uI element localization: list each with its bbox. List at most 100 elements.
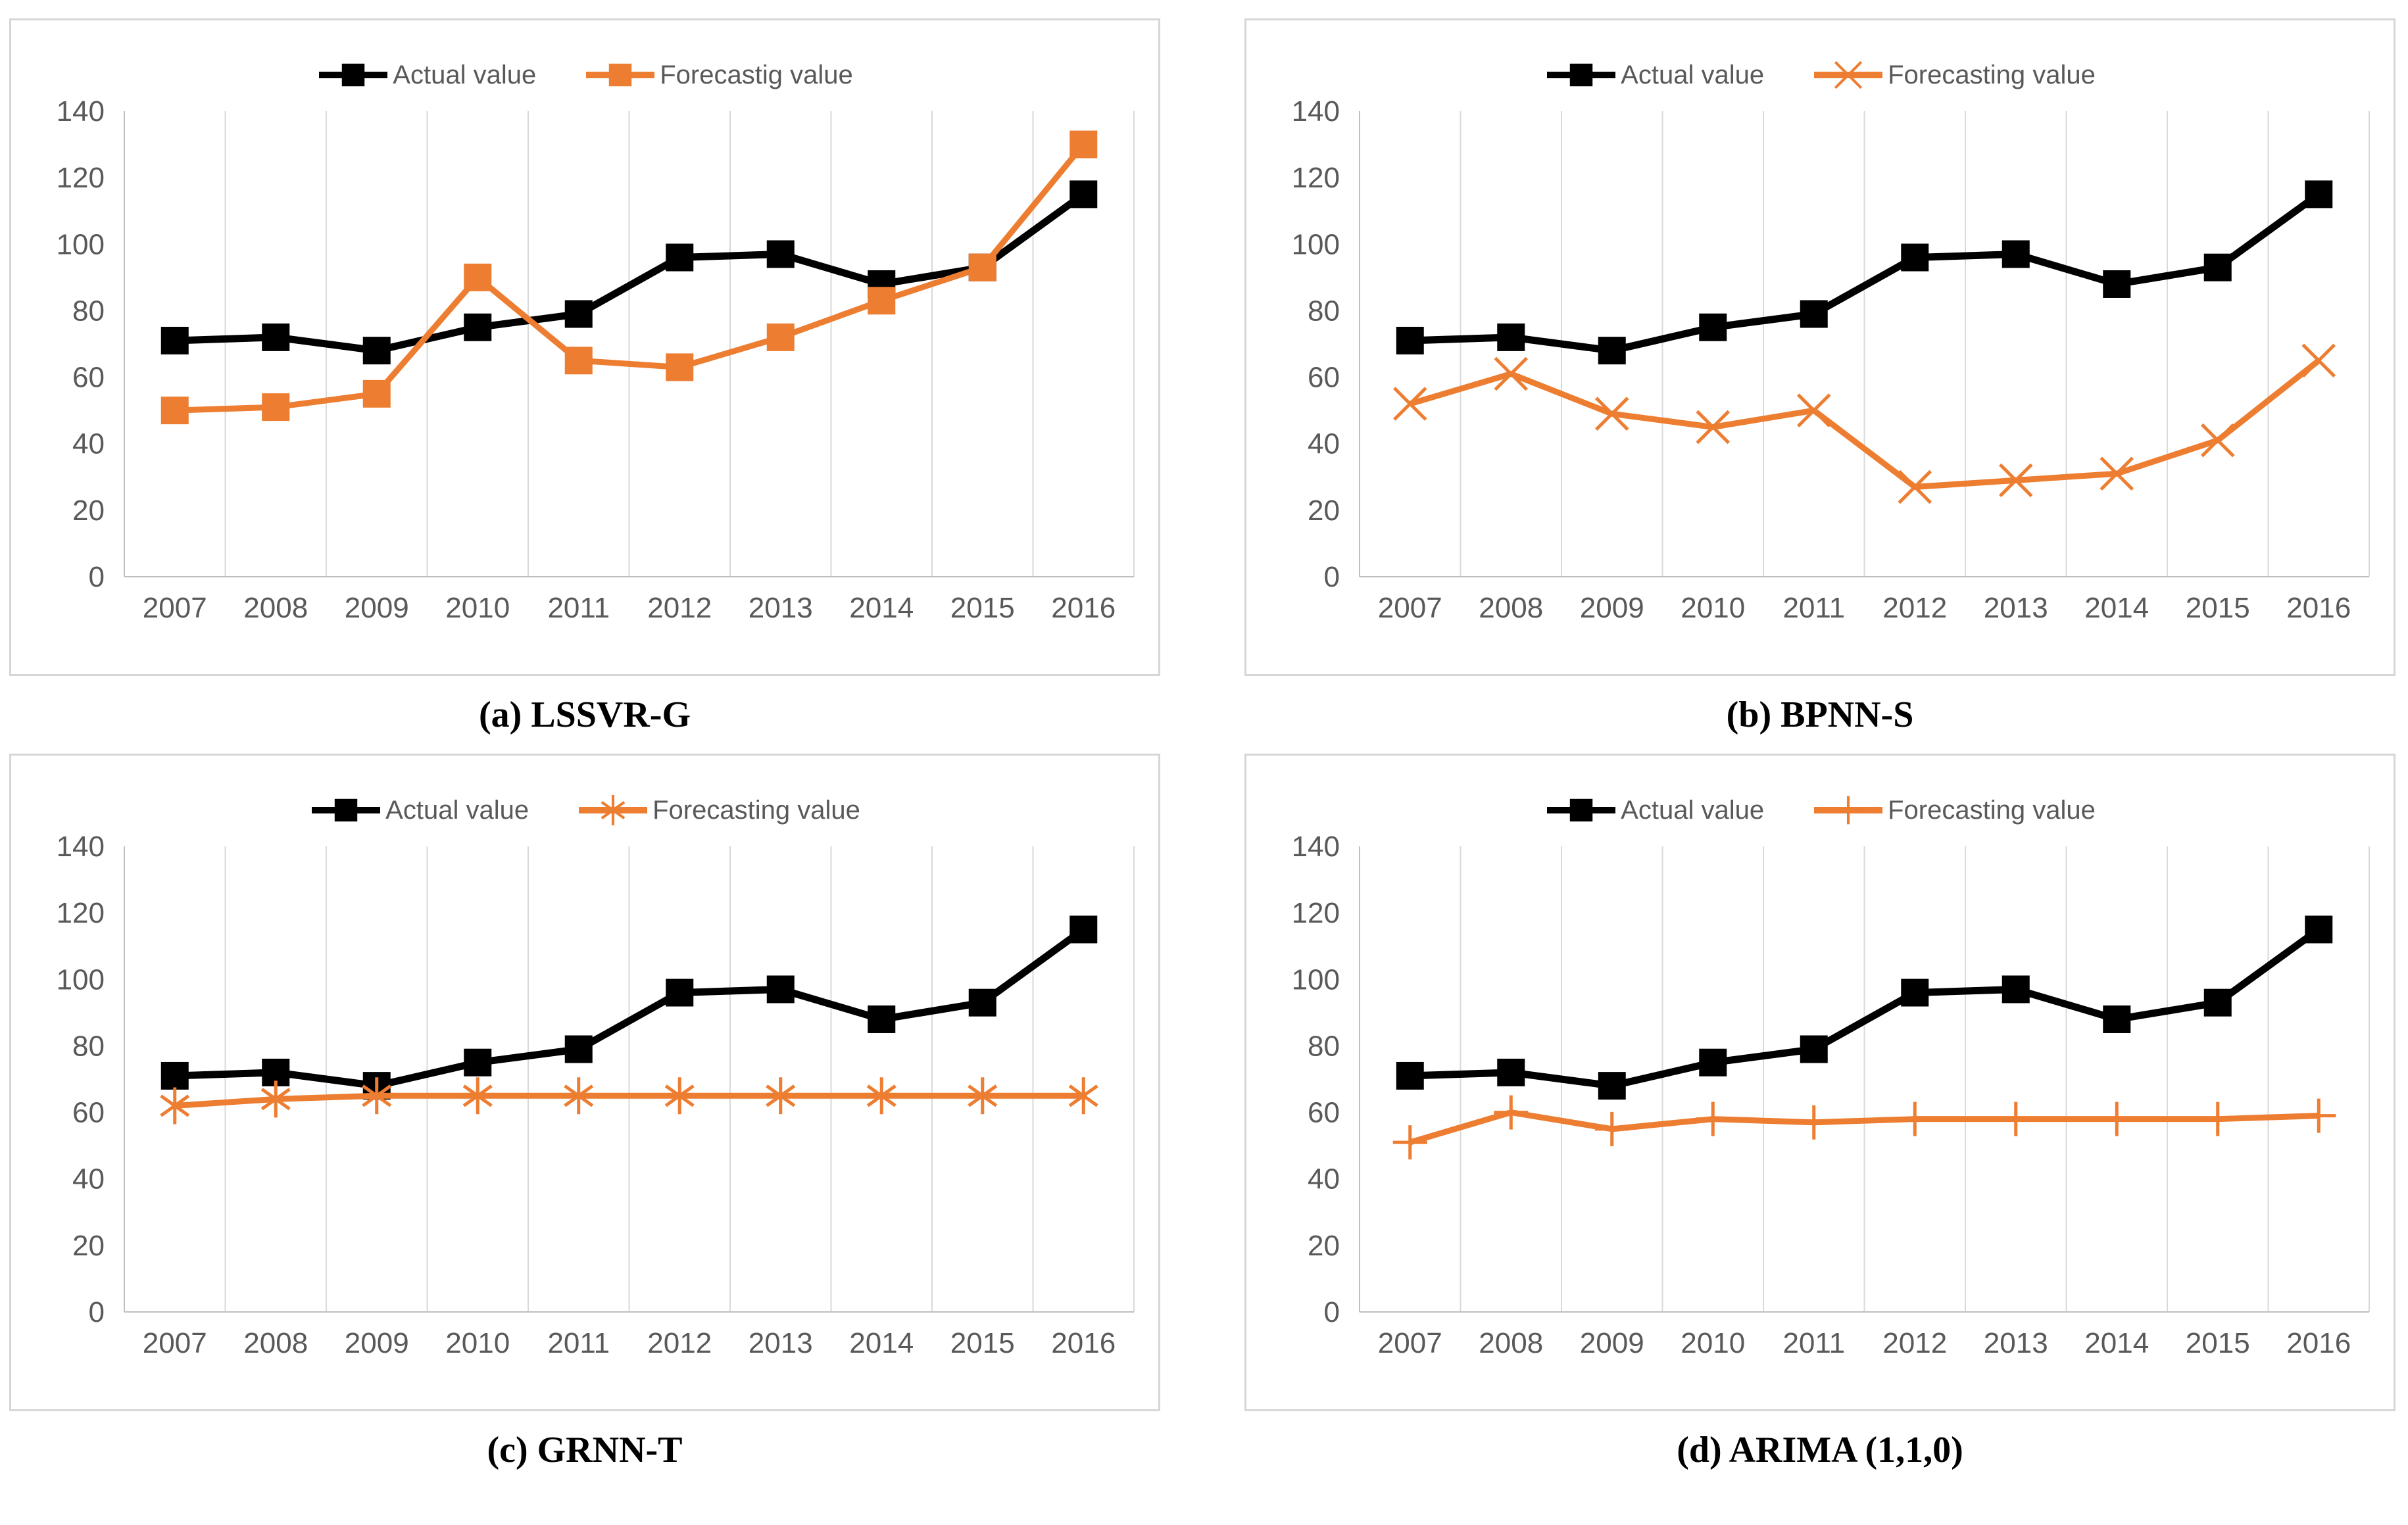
x-tick-label: 2008 bbox=[243, 592, 308, 624]
x-tick-label: 2007 bbox=[143, 592, 207, 624]
square-marker-icon bbox=[564, 347, 593, 375]
y-tick-label: 60 bbox=[72, 362, 105, 394]
square-marker-icon bbox=[464, 313, 492, 341]
x-marker-icon bbox=[1392, 387, 1427, 421]
y-tick-label: 100 bbox=[57, 228, 105, 260]
chart-block-b: Actual value Forecasting value 140 120 100… bbox=[1244, 18, 2396, 754]
x-tick-label: 2009 bbox=[345, 1327, 409, 1359]
x-tick-label: 2008 bbox=[1479, 592, 1543, 624]
square-marker-icon bbox=[1699, 1048, 1727, 1077]
y-tick-label: 80 bbox=[72, 295, 105, 327]
legend-marker-svg bbox=[1547, 798, 1616, 822]
x-tick-label: 2016 bbox=[1051, 592, 1116, 624]
x-marker-icon bbox=[1998, 463, 2033, 498]
square-marker-icon bbox=[868, 287, 896, 315]
x-tick-label: 2011 bbox=[547, 1327, 610, 1359]
y-tick-label: 100 bbox=[1292, 963, 1340, 996]
x-marker-icon bbox=[1696, 410, 1731, 445]
square-marker-icon bbox=[1069, 180, 1098, 208]
y-tick-label: 0 bbox=[89, 561, 105, 593]
asterisk-marker-icon bbox=[1068, 1084, 1098, 1107]
x-tick-label: 2016 bbox=[1051, 1327, 1116, 1359]
legend-entry-forecast: Forecasting value bbox=[1811, 792, 2096, 829]
chart-panel-c: Actual value Forecasting value 140 120 100… bbox=[9, 754, 1160, 1411]
square-marker-icon bbox=[1901, 979, 1929, 1007]
square-marker-icon bbox=[2305, 180, 2333, 208]
square-marker-icon bbox=[1069, 130, 1098, 158]
asterisk-marker-icon bbox=[160, 1094, 190, 1117]
y-tick-label: 60 bbox=[1308, 1097, 1340, 1129]
square-marker-icon bbox=[1569, 63, 1593, 87]
asterisk-marker-icon bbox=[968, 1084, 998, 1107]
y-tick-label: 120 bbox=[57, 162, 105, 194]
square-marker-icon bbox=[1800, 1035, 1828, 1063]
x-tick-label: 2007 bbox=[143, 1327, 207, 1359]
x-tick-label: 2011 bbox=[547, 592, 610, 624]
x-tick-label: 2015 bbox=[2186, 592, 2250, 624]
x-tick-label: 2013 bbox=[1984, 1327, 2048, 1359]
x-tick-label: 2013 bbox=[749, 1327, 813, 1359]
y-tick-label: 20 bbox=[72, 1230, 105, 1262]
square-marker-icon bbox=[2103, 270, 2131, 298]
x-tick-label: 2015 bbox=[950, 592, 1015, 624]
line-square-marker-icon bbox=[309, 792, 383, 829]
square-marker-icon bbox=[1598, 1072, 1626, 1100]
line-square-marker-icon bbox=[1544, 57, 1618, 93]
asterisk-marker-icon bbox=[866, 1084, 897, 1107]
x-tick-label: 2012 bbox=[1882, 592, 1947, 624]
x-tick-label: 2011 bbox=[1782, 1327, 1845, 1359]
caption-b: (b) BPNN-S bbox=[1726, 694, 1914, 735]
legend-marker-svg bbox=[319, 63, 388, 87]
y-tick-label: 140 bbox=[1292, 832, 1340, 863]
caption-d: (d) ARIMA (1,1,0) bbox=[1677, 1430, 1963, 1470]
x-tick-label: 2015 bbox=[950, 1327, 1015, 1359]
caption-a: (a) LSSVR-G bbox=[478, 694, 691, 735]
square-marker-icon bbox=[160, 326, 189, 354]
line-square-marker-icon bbox=[583, 57, 657, 93]
y-tick-label: 40 bbox=[72, 1163, 105, 1196]
legend-label-actual: Actual value bbox=[1621, 60, 1765, 89]
asterisk-marker-icon bbox=[766, 1084, 796, 1107]
square-marker-icon bbox=[2203, 253, 2232, 281]
line-square-marker-icon bbox=[316, 57, 390, 93]
square-marker-icon bbox=[666, 243, 694, 272]
legend-label-actual: Actual value bbox=[1621, 795, 1765, 825]
y-tick-label: 20 bbox=[1308, 1230, 1340, 1262]
x-marker-icon bbox=[2100, 456, 2134, 491]
square-marker-icon bbox=[1598, 337, 1626, 365]
line-plus-marker-icon bbox=[1811, 792, 1885, 829]
x-tick-label: 2007 bbox=[1378, 592, 1442, 624]
square-marker-icon bbox=[766, 975, 795, 1004]
square-marker-icon bbox=[2305, 915, 2333, 944]
series-line-forecast bbox=[1409, 1109, 2319, 1146]
y-tick-label: 60 bbox=[1308, 362, 1340, 394]
legend-entry-forecast: Forecasting value bbox=[1811, 57, 2096, 93]
y-tick-label: 80 bbox=[1308, 295, 1340, 327]
legend-entry-actual: Actual value bbox=[309, 792, 529, 829]
legend-label-forecast: Forecasting value bbox=[652, 795, 860, 825]
square-marker-icon bbox=[2103, 1005, 2131, 1033]
square-marker-icon bbox=[2002, 975, 2030, 1004]
asterisk-marker-icon bbox=[362, 1084, 392, 1107]
legend-label-forecast: Forecastig value bbox=[660, 60, 853, 89]
square-marker-icon bbox=[968, 253, 996, 281]
x-tick-label: 2007 bbox=[1378, 1327, 1442, 1359]
x-tick-label: 2013 bbox=[749, 592, 813, 624]
x-tick-label: 2008 bbox=[243, 1327, 308, 1359]
y-tick-label: 120 bbox=[1292, 897, 1340, 929]
legend-entry-actual: Actual value bbox=[1544, 792, 1764, 829]
legend-entry-actual: Actual value bbox=[316, 57, 536, 93]
x-tick-label: 2013 bbox=[1984, 592, 2048, 624]
x-tick-label: 2010 bbox=[445, 1327, 510, 1359]
square-marker-icon bbox=[262, 393, 290, 422]
y-tick-label: 40 bbox=[1308, 428, 1340, 460]
square-marker-icon bbox=[1497, 1058, 1525, 1086]
x-tick-label: 2012 bbox=[647, 1327, 712, 1359]
square-marker-icon bbox=[2002, 240, 2030, 268]
chart-block-c: Actual value Forecasting value 140 120 100… bbox=[9, 754, 1160, 1489]
asterisk-marker-icon bbox=[664, 1084, 695, 1107]
legend-d: Actual value Forecasting value bbox=[1246, 788, 2394, 832]
square-marker-icon bbox=[868, 1005, 896, 1033]
square-marker-icon bbox=[1396, 326, 1424, 354]
series-line-forecast bbox=[174, 1092, 1084, 1109]
